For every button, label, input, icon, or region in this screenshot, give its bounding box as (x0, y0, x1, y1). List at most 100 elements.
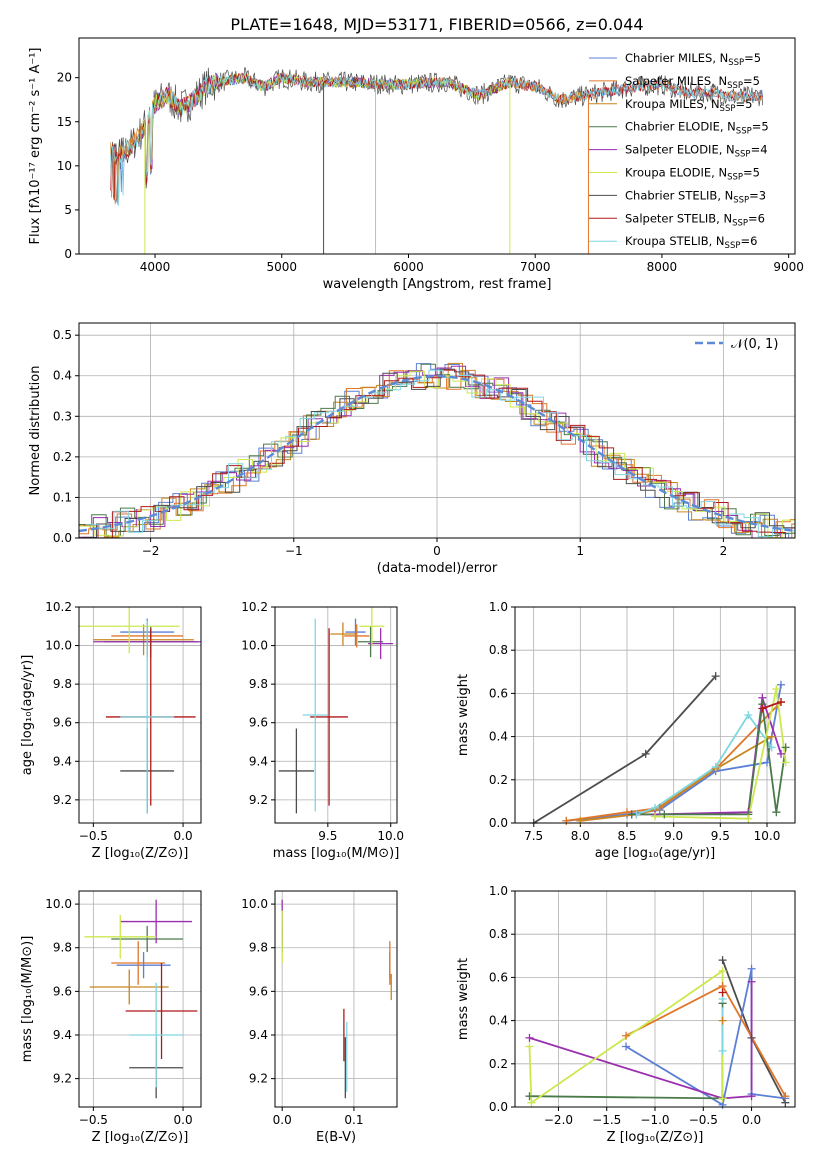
y-tick-label: 0.2 (489, 1057, 508, 1071)
legend-label: Salpeter MILES, NSSP=5 (625, 74, 760, 91)
y-tick-label: 9.4 (53, 754, 72, 768)
legend-label: Chabrier ELODIE, NSSP=5 (625, 120, 769, 137)
x-tick-label: −2 (142, 544, 160, 558)
mass-weight-line (566, 684, 782, 822)
legend-label: Salpeter STELIB, NSSP=6 (625, 211, 765, 228)
y-tick-label: 0.0 (489, 816, 508, 830)
legend-text: Salpeter MILES, N (625, 74, 727, 88)
mass-weight-marker (772, 808, 781, 817)
mass-weight-marker (772, 685, 781, 694)
residual-histogram-step (79, 365, 795, 538)
mass-weight-marker (781, 743, 790, 752)
mass-weight-marker (718, 1094, 727, 1103)
y-tick-label: 0.4 (489, 730, 508, 744)
mass-weight-line (625, 984, 787, 1097)
legend-subscript: SSP (727, 81, 743, 91)
figure-title: PLATE=1648, MJD=53171, FIBERID=0566, z=0… (230, 15, 643, 34)
y-tick-label: 10.0 (241, 897, 268, 911)
legend-text: Kroupa STELIB, N (625, 234, 725, 248)
residual-histogram-step (79, 363, 795, 538)
x-tick-label: 4000 (140, 260, 171, 274)
residual-histogram-panel: −2 −1 0 1 2 0.0 0.1 0.2 0.3 0.4 0.5 (data-model)/er… (28, 322, 796, 576)
mass-weight-marker (623, 808, 631, 817)
legend-subscript: SSP (735, 150, 751, 160)
x-tick-label: 8000 (647, 260, 678, 274)
y-tick-label: 0.2 (489, 773, 508, 787)
mass-weight-marker (718, 988, 727, 997)
y-tick-label: 9.8 (249, 941, 268, 955)
mass-weight-marker (747, 1092, 756, 1101)
legend-label: Kroupa STELIB, NSSP=6 (625, 234, 757, 251)
y-tick-label: 5 (64, 203, 72, 217)
y-tick-label: 0.8 (489, 927, 508, 941)
y-tick-label: 9.8 (249, 677, 268, 691)
y-tick-label: 9.2 (249, 1072, 268, 1086)
x-tick-label: 2 (720, 544, 728, 558)
legend-subscript: SSP (725, 241, 741, 251)
x-tick-label: −2.0 (544, 1113, 573, 1127)
mass-weight-line (625, 968, 786, 1107)
mass-weight-marker (758, 704, 767, 713)
legend-text: Chabrier MILES, N (625, 51, 728, 65)
y-tick-label: 10 (57, 159, 72, 173)
legend-subscript: SSP (732, 218, 748, 228)
y-tick-label: 0.2 (53, 450, 72, 464)
residual-histogram-step (85, 369, 795, 537)
y-tick-label: 9.8 (53, 941, 72, 955)
mass-weight-marker (781, 758, 790, 767)
legend-text: Chabrier ELODIE, N (625, 120, 736, 134)
y-axis-label: Normed distribution (28, 366, 43, 496)
x-axis-label: age [log₁₀(age/yr)] (595, 846, 716, 861)
plot-frame (78, 322, 796, 539)
mass-weight-marker (777, 749, 785, 758)
legend-label: 𝒩(0, 1) (731, 337, 778, 352)
mass-weight-marker (525, 1033, 534, 1042)
y-tick-label: 0.0 (53, 531, 72, 545)
legend-value: =5 (752, 120, 769, 134)
mass-weight-marker (777, 680, 785, 689)
y-tick-label: 9.6 (53, 984, 72, 998)
y-axis-label: age [log₁₀(age/yr)] (20, 655, 35, 776)
x-tick-label: 0.0 (174, 1113, 193, 1127)
mass-weight-marker (767, 743, 776, 752)
mass-weight-marker (747, 964, 756, 973)
y-tick-label: 9.4 (53, 1028, 72, 1042)
plot-frame (274, 890, 398, 1108)
legend-label: Chabrier MILES, NSSP=5 (625, 51, 761, 68)
x-tick-label: 6000 (393, 260, 424, 274)
mass-weight-vs-age-panel: 7.5 8.0 8.5 9.0 9.5 10.0 0.0 0.2 0.4 0.6 0.8 1.0 age… (456, 600, 796, 861)
y-tick-label: 0.8 (489, 643, 508, 657)
y-tick-label: 9.8 (53, 677, 72, 691)
legend-text: Kroupa ELODIE, N (625, 166, 727, 180)
mass-weight-marker (763, 758, 771, 767)
y-tick-label: 10.2 (45, 600, 72, 614)
mass-weight-marker (747, 1033, 756, 1042)
x-tick-label: 10.0 (754, 829, 781, 843)
plot-area (110, 67, 764, 254)
age-vs-metallicity-panel: −0.5 0.0 9.2 9.4 9.6 9.8 10.0 10.2 Z [log₁₀(Z/Z⊙… (20, 600, 202, 861)
mass-weight-marker (744, 711, 753, 719)
plot-frame (78, 37, 796, 255)
y-tick-label: 0.3 (53, 409, 72, 423)
x-tick-label: 0.0 (273, 1113, 292, 1127)
legend-text: Chabrier STELIB, N (625, 188, 733, 202)
y-tick-label: 0.6 (489, 686, 508, 700)
x-tick-label: 8.0 (571, 829, 590, 843)
plot-frame (274, 606, 398, 824)
y-tick-label: 0.5 (53, 328, 72, 342)
plot-area (528, 959, 787, 1107)
mass-weight-marker (576, 816, 585, 825)
x-tick-label: 7.5 (524, 829, 543, 843)
mass-weight-marker (747, 977, 756, 986)
age-vs-mass-panel: 9.5 10.0 9.2 9.4 9.6 9.8 10.0 10.2 mass [log₁₀(M… (241, 600, 404, 861)
mass-weight-line (533, 675, 717, 823)
legend-label: Chabrier STELIB, NSSP=3 (625, 188, 766, 205)
mass-weight-marker (525, 1042, 534, 1051)
x-tick-label: 7000 (520, 260, 551, 274)
x-axis-label: Z [log₁₀(Z/Z⊙)] (92, 846, 189, 861)
mass-weight-vs-metallicity-panel: −2.0 −1.5 −1.0 −0.5 0.0 0.0 0.2 0.4 0.6 0.8 1.0 Z [… (456, 884, 796, 1145)
mass-weight-marker (781, 1092, 790, 1101)
x-axis-label: wavelength [Angstrom, rest frame] (323, 277, 552, 292)
legend-value: =6 (748, 211, 765, 225)
